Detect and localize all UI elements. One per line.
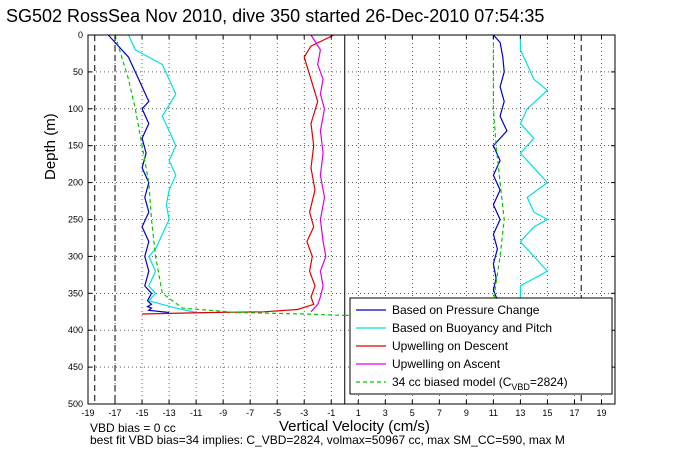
x-tick-label: -7 xyxy=(246,408,254,418)
legend-label: Upwelling on Ascent xyxy=(392,357,501,371)
x-tick-label: -15 xyxy=(136,408,149,418)
x-tick-label: 5 xyxy=(410,408,415,418)
x-axis-label: Vertical Velocity (cm/s) xyxy=(279,418,430,435)
x-tick-label: -11 xyxy=(190,408,202,418)
y-tick-label: 50 xyxy=(73,67,83,77)
series-line xyxy=(310,34,327,313)
series-line xyxy=(492,34,508,302)
axes: -19 -17 -15 -13 -11 -9 -7 -5 -3 -1 1 3 5 7 9 11 13 15 17 19… xyxy=(68,30,616,418)
x-tick-label: 11 xyxy=(489,408,498,418)
series-line xyxy=(127,34,197,314)
legend-label: Based on Buoyancy and Pitch xyxy=(392,321,552,335)
y-tick-label: 0 xyxy=(78,30,83,40)
legend-box xyxy=(349,297,613,395)
y-tick-label: 250 xyxy=(68,215,83,225)
y-tick-label: 300 xyxy=(68,251,83,261)
x-tick-label: -1 xyxy=(327,408,335,418)
legend-label: 34 cc biased model (CVBD=2824) xyxy=(392,375,568,392)
y-tick-label: 150 xyxy=(68,141,83,151)
legend-label-subscript: VBD xyxy=(511,382,530,392)
x-tick-label: -13 xyxy=(163,408,176,418)
x-tick-label: 17 xyxy=(569,408,579,418)
x-tick-label: -19 xyxy=(81,408,94,418)
series-line xyxy=(107,34,170,314)
x-tick-label: -5 xyxy=(273,408,281,418)
x-tick-label: -9 xyxy=(219,408,227,418)
reference-lines xyxy=(94,35,582,404)
plot-frame-border xyxy=(87,34,616,405)
y-tick-label: 400 xyxy=(68,325,83,335)
y-tick-label: 500 xyxy=(68,399,83,409)
x-tick-label: -3 xyxy=(300,408,308,418)
x-tick-label: 3 xyxy=(383,408,388,418)
legend-label-part: =2824) xyxy=(530,375,568,389)
x-tick-label: 1 xyxy=(356,408,361,418)
y-tick-label: 450 xyxy=(68,362,83,372)
series-line xyxy=(142,34,335,315)
x-tick-label: 15 xyxy=(542,408,552,418)
legend-label: Upwelling on Descent xyxy=(392,339,509,353)
y-tick-label: 350 xyxy=(68,288,83,298)
chart-title: SG502 RossSea Nov 2010, dive 350 started… xyxy=(6,6,545,26)
legend-label: Based on Pressure Change xyxy=(392,303,540,317)
vbd-bias-note: VBD bias = 0 cc xyxy=(90,421,176,435)
x-tick-label: 13 xyxy=(515,408,525,418)
y-tick-label: 200 xyxy=(68,178,83,188)
series-line xyxy=(519,35,549,301)
best-fit-note: best fit VBD bias=34 implies: C_VBD=2824… xyxy=(90,433,565,447)
x-tick-label: 9 xyxy=(464,408,469,418)
x-tick-label: -17 xyxy=(109,408,122,418)
legend: Based on Pressure Change Based on Buoyanc… xyxy=(349,297,613,395)
y-tick-label: 100 xyxy=(68,104,83,114)
x-tick-label: 19 xyxy=(596,408,606,418)
series-line xyxy=(344,35,505,316)
legend-label-part: 34 cc biased model (C xyxy=(392,375,512,389)
x-tick-label: 7 xyxy=(437,408,442,418)
data-series xyxy=(107,34,549,316)
